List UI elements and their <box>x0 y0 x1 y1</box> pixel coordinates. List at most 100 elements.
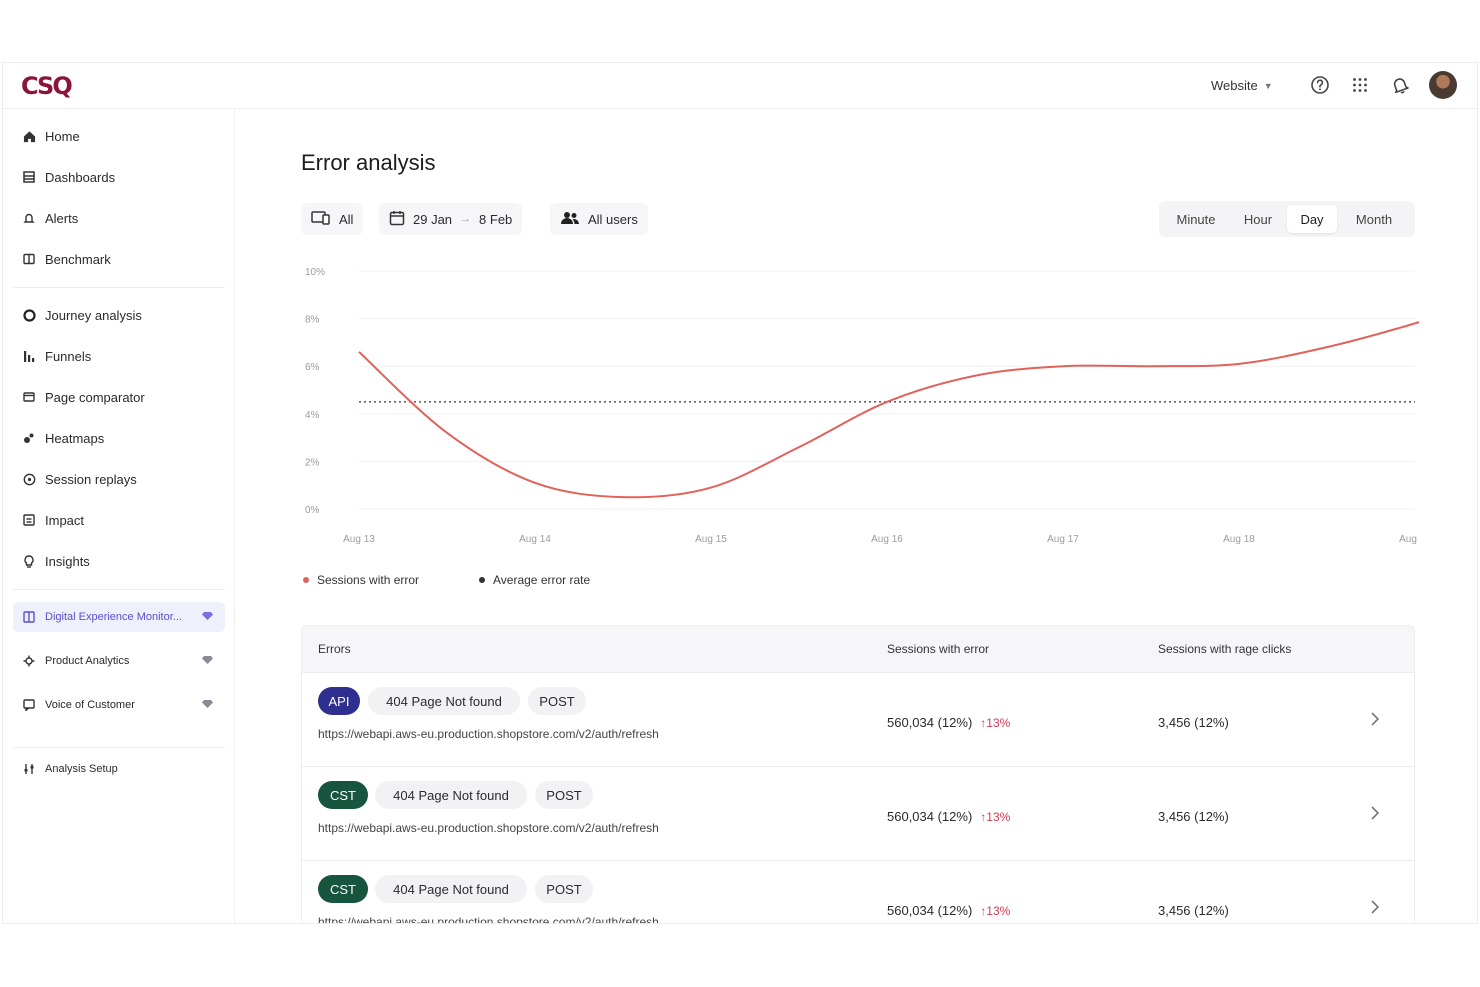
y-tick-label: 0% <box>305 505 320 516</box>
sidebar-item-label: Home <box>45 128 80 144</box>
help-icon[interactable] <box>1309 74 1331 96</box>
sidebar: Home Dashboards Alerts Benchmark Journey… <box>3 109 235 923</box>
method-tag: POST <box>528 687 586 715</box>
granularity-day-button[interactable]: Day <box>1287 205 1337 233</box>
premium-gem-icon <box>202 611 213 624</box>
error-url: https://webapi.aws-eu.production.shopsto… <box>318 821 659 835</box>
sidebar-divider <box>13 747 225 748</box>
sidebar-item-label: Product Analytics <box>45 655 130 667</box>
sidebar-item-analysis-setup[interactable]: Analysis Setup <box>13 754 225 784</box>
replay-icon <box>22 472 36 486</box>
x-tick-label: Aug 19 <box>1399 534 1419 545</box>
x-tick-label: Aug 16 <box>871 534 903 545</box>
sidebar-divider <box>13 287 225 288</box>
legend-item-sessions-with-error[interactable]: Sessions with error <box>303 573 419 587</box>
source-tag: CST <box>318 875 368 903</box>
impact-icon <box>22 513 36 527</box>
chevron-down-icon: ▼ <box>1263 80 1273 91</box>
sidebar-item-product-analytics[interactable]: Product Analytics <box>13 646 225 676</box>
arrow-right-icon: → <box>460 213 472 225</box>
apps-grid-icon[interactable] <box>1349 74 1371 96</box>
sidebar-item-funnels[interactable]: Funnels <box>13 341 225 371</box>
rage-clicks-cell: 3,456 (12%) <box>1158 809 1229 824</box>
x-tick-label: Aug 17 <box>1047 534 1079 545</box>
granularity-minute-button[interactable]: Minute <box>1176 211 1216 227</box>
table-header: Errors Sessions with error Sessions with… <box>302 626 1414 672</box>
sidebar-item-impact[interactable]: Impact <box>13 505 225 535</box>
table-row[interactable]: CST 404 Page Not found POST https://weba… <box>302 860 1414 924</box>
granularity-hour-button[interactable]: Hour <box>1243 211 1273 227</box>
method-tag: POST <box>535 781 593 809</box>
legend-label: Sessions with error <box>317 573 420 587</box>
dem-icon <box>22 610 36 624</box>
sidebar-item-home[interactable]: Home <box>13 121 225 151</box>
funnel-icon <box>22 349 36 363</box>
table-row[interactable]: API 404 Page Not found POST https://weba… <box>302 672 1414 766</box>
date-range-filter[interactable]: 29 Jan → 8 Feb <box>379 203 523 235</box>
app-window: CSQ Website ▼ Home Dashboards Alerts <box>2 62 1478 924</box>
granularity-toggle: Minute Hour Day Month <box>1159 201 1415 237</box>
sidebar-item-label: Heatmaps <box>45 430 105 446</box>
date-to: 8 Feb <box>479 211 513 227</box>
sidebar-item-label: Impact <box>45 512 85 528</box>
sidebar-item-label: Journey analysis <box>45 307 142 323</box>
sidebar-item-journey-analysis[interactable]: Journey analysis <box>13 300 225 330</box>
y-tick-label: 4% <box>305 410 320 421</box>
logo[interactable]: CSQ <box>21 72 73 100</box>
avatar[interactable] <box>1429 71 1457 99</box>
column-header-errors[interactable]: Errors <box>318 642 351 656</box>
rage-clicks-cell: 3,456 (12%) <box>1158 715 1229 730</box>
sidebar-item-heatmaps[interactable]: Heatmaps <box>13 423 225 453</box>
sidebar-item-label: Digital Experience Monitor... <box>45 611 182 623</box>
status-tag: 404 Page Not found <box>375 875 527 903</box>
column-header-sessions-with-error[interactable]: Sessions with error <box>887 642 990 656</box>
sidebar-item-digital-experience-monitor[interactable]: Digital Experience Monitor... <box>13 602 225 632</box>
sidebar-item-label: Analysis Setup <box>45 763 118 775</box>
error-rate-chart: 0% 2% 4% 6% 8% 10% Aug 13 Aug 14 Aug 15 Aug 16 Aug… <box>305 267 1419 545</box>
sidebar-item-session-replays[interactable]: Session replays <box>13 464 225 494</box>
sidebar-item-voice-of-customer[interactable]: Voice of Customer <box>13 690 225 720</box>
chevron-right-icon[interactable] <box>1370 899 1380 920</box>
rage-clicks-cell: 3,456 (12%) <box>1158 903 1229 918</box>
sidebar-item-label: Insights <box>45 553 90 569</box>
sidebar-item-label: Alerts <box>45 210 79 226</box>
page-title: Error analysis <box>301 150 436 175</box>
error-url: https://webapi.aws-eu.production.shopsto… <box>318 915 659 924</box>
source-tag: API <box>318 687 360 715</box>
sessions-with-error-cell: 560,034 (12%) ↑13% <box>887 903 1010 918</box>
column-header-rage-clicks[interactable]: Sessions with rage clicks <box>1158 642 1292 656</box>
sidebar-item-label: Voice of Customer <box>45 699 135 711</box>
sidebar-item-page-comparator[interactable]: Page comparator <box>13 382 225 412</box>
heatmap-icon <box>22 431 36 445</box>
sidebar-item-label: Dashboards <box>45 169 116 185</box>
y-tick-label: 2% <box>305 457 320 468</box>
legend-item-average-error-rate[interactable]: Average error rate <box>479 573 590 587</box>
sidebar-item-label: Session replays <box>45 471 137 487</box>
y-tick-label: 8% <box>305 315 320 326</box>
legend-label: Average error rate <box>493 573 591 587</box>
sidebar-item-insights[interactable]: Insights <box>13 546 225 576</box>
sidebar-item-label: Benchmark <box>45 251 111 267</box>
users-icon <box>560 211 580 228</box>
trend-up-badge: ↑13% <box>980 716 1011 730</box>
sidebar-item-benchmark[interactable]: Benchmark <box>13 244 225 274</box>
sidebar-item-dashboards[interactable]: Dashboards <box>13 162 225 192</box>
workspace-selector[interactable]: Website ▼ <box>1211 78 1273 93</box>
x-tick-label: Aug 14 <box>519 534 551 545</box>
sessions-with-error-cell: 560,034 (12%) ↑13% <box>887 715 1010 730</box>
x-tick-label: Aug 18 <box>1223 534 1255 545</box>
chevron-right-icon[interactable] <box>1370 805 1380 826</box>
sessions-with-error-cell: 560,034 (12%) ↑13% <box>887 809 1010 824</box>
chevron-right-icon[interactable] <box>1370 711 1380 732</box>
devices-icon <box>311 210 331 228</box>
device-filter[interactable]: All <box>301 203 364 235</box>
notifications-icon[interactable] <box>1389 74 1411 96</box>
table-row[interactable]: CST 404 Page Not found POST https://weba… <box>302 766 1414 860</box>
granularity-month-button[interactable]: Month <box>1355 211 1393 227</box>
source-tag: CST <box>318 781 368 809</box>
sidebar-divider <box>13 589 225 590</box>
audience-filter[interactable]: All users <box>550 203 648 235</box>
sidebar-item-alerts[interactable]: Alerts <box>13 203 225 233</box>
dashboards-icon <box>22 170 36 184</box>
trend-up-badge: ↑13% <box>980 904 1011 918</box>
